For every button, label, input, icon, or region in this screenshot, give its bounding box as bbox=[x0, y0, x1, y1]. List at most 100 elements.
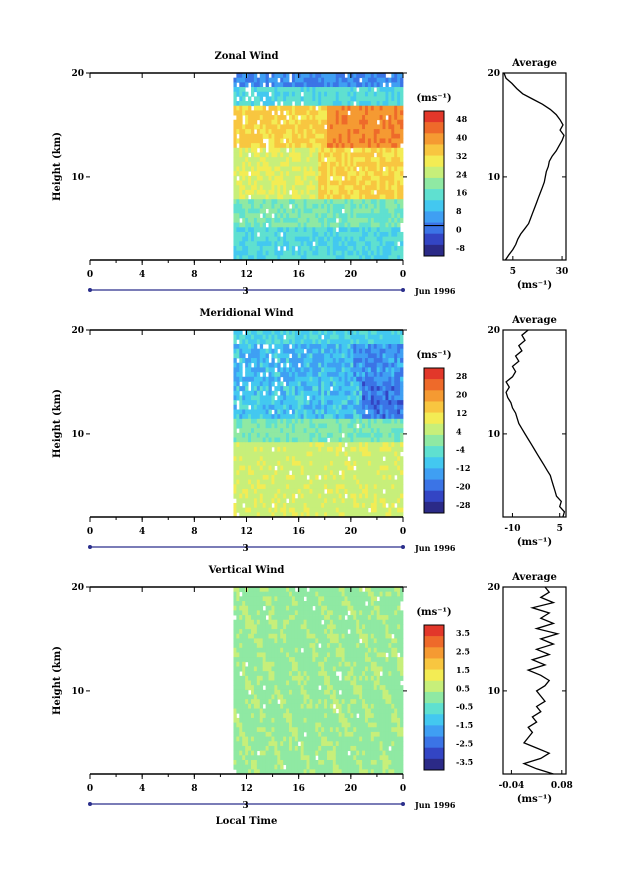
heatmap-cell bbox=[271, 432, 275, 438]
heatmap-cell bbox=[286, 222, 290, 228]
heatmap-cell bbox=[245, 638, 249, 644]
heatmap-cell bbox=[376, 227, 381, 233]
heatmap-cell bbox=[332, 456, 337, 462]
heatmap-cell bbox=[291, 161, 296, 167]
heatmap-cell bbox=[239, 498, 243, 504]
heatmap-cell bbox=[367, 498, 372, 504]
heatmap-cell bbox=[242, 236, 246, 242]
heatmap-cell bbox=[297, 465, 302, 471]
heatmap-cell bbox=[253, 203, 258, 209]
heatmap-cell bbox=[376, 437, 381, 443]
heatmap-cell bbox=[312, 194, 316, 200]
heatmap-cell bbox=[242, 161, 246, 167]
heatmap-cell bbox=[245, 372, 249, 378]
heatmap-cell bbox=[370, 418, 375, 424]
heatmap-cell bbox=[259, 339, 264, 345]
heatmap-cell bbox=[373, 451, 378, 457]
heatmap-cell bbox=[376, 82, 381, 88]
heatmap-cell bbox=[233, 502, 237, 509]
heatmap-cell bbox=[318, 152, 322, 158]
heatmap-cell bbox=[253, 703, 258, 709]
heatmap-cell bbox=[259, 203, 264, 209]
heatmap-cell bbox=[259, 386, 264, 392]
heatmap-cell bbox=[362, 157, 366, 163]
heatmap-cell bbox=[341, 115, 345, 121]
heatmap-cell bbox=[268, 437, 272, 443]
heatmap-cell bbox=[385, 175, 389, 181]
heatmap-cell bbox=[321, 479, 325, 485]
heatmap-cell bbox=[315, 124, 319, 130]
heatmap-cell bbox=[370, 171, 375, 177]
heatmap-cell bbox=[291, 250, 296, 256]
heatmap-cell bbox=[309, 362, 313, 368]
heatmap-cell bbox=[259, 423, 264, 429]
heatmap-cell bbox=[359, 414, 363, 420]
heatmap-cell bbox=[271, 451, 275, 457]
heatmap-cell bbox=[268, 180, 272, 186]
heatmap-cell bbox=[318, 227, 322, 233]
heatmap-cell bbox=[233, 395, 237, 401]
heatmap-cell bbox=[324, 460, 328, 466]
heatmap-cell bbox=[385, 147, 389, 153]
heatmap-cell bbox=[268, 171, 272, 177]
heatmap-cell bbox=[259, 400, 264, 406]
heatmap-cell bbox=[248, 759, 252, 766]
heatmap-cell bbox=[248, 110, 252, 116]
heatmap-cell bbox=[324, 498, 328, 504]
heatmap-cell bbox=[367, 344, 372, 350]
heatmap-cell bbox=[242, 708, 246, 714]
heatmap-cell bbox=[373, 255, 378, 261]
heatmap-cell bbox=[309, 460, 313, 466]
heatmap-cell bbox=[388, 390, 392, 396]
heatmap-cell bbox=[309, 175, 313, 181]
heatmap-cell bbox=[289, 474, 293, 480]
heatmap-cell bbox=[350, 344, 354, 350]
heatmap-cell bbox=[277, 386, 281, 392]
heatmap-cell bbox=[344, 255, 348, 261]
heatmap-cell bbox=[335, 372, 340, 378]
heatmap-cell bbox=[265, 175, 269, 181]
heatmap-cell bbox=[289, 147, 293, 153]
heatmap-cell bbox=[341, 87, 345, 93]
heatmap-cell bbox=[341, 101, 345, 107]
heatmap-cell bbox=[382, 129, 386, 135]
heatmap-cell bbox=[251, 722, 255, 728]
heatmap-cell bbox=[370, 255, 375, 261]
heatmap-cell bbox=[318, 194, 322, 200]
heatmap-cell bbox=[367, 353, 372, 359]
heatmap-cell bbox=[388, 353, 392, 359]
heatmap-cell bbox=[262, 255, 267, 261]
heatmap-cell bbox=[253, 446, 258, 452]
heatmap-cell bbox=[321, 185, 325, 191]
heatmap-cell bbox=[376, 456, 381, 462]
heatmap-cell bbox=[332, 339, 337, 345]
heatmap-cell bbox=[312, 428, 316, 434]
heatmap-cell bbox=[274, 124, 278, 130]
heatmap-cell bbox=[289, 166, 293, 172]
heatmap-cell bbox=[376, 474, 381, 480]
heatmap-cell bbox=[359, 87, 363, 93]
heatmap-cell bbox=[338, 474, 343, 480]
heatmap-cell bbox=[239, 465, 243, 471]
heatmap-cell bbox=[394, 339, 398, 345]
heatmap-cell bbox=[356, 152, 360, 158]
heatmap-cell bbox=[400, 456, 404, 462]
heatmap-cell bbox=[353, 404, 357, 410]
heatmap-cell bbox=[303, 465, 307, 471]
heatmap-cell bbox=[306, 418, 310, 424]
heatmap-cell bbox=[265, 330, 269, 336]
heatmap-cell bbox=[239, 474, 243, 480]
heatmap-cell bbox=[385, 180, 389, 186]
heatmap-cell bbox=[274, 414, 278, 420]
heatmap-cell bbox=[341, 353, 345, 359]
heatmap-cell bbox=[283, 171, 287, 177]
heatmap-cell bbox=[300, 245, 305, 252]
heatmap-cell bbox=[245, 713, 249, 719]
heatmap-cell bbox=[280, 512, 284, 518]
heatmap-cell bbox=[359, 507, 363, 513]
heatmap-cell bbox=[397, 418, 401, 424]
heatmap-cell bbox=[271, 334, 275, 340]
heatmap-cell bbox=[248, 143, 252, 149]
heatmap-cell bbox=[347, 255, 351, 261]
heatmap-cell bbox=[274, 77, 278, 83]
